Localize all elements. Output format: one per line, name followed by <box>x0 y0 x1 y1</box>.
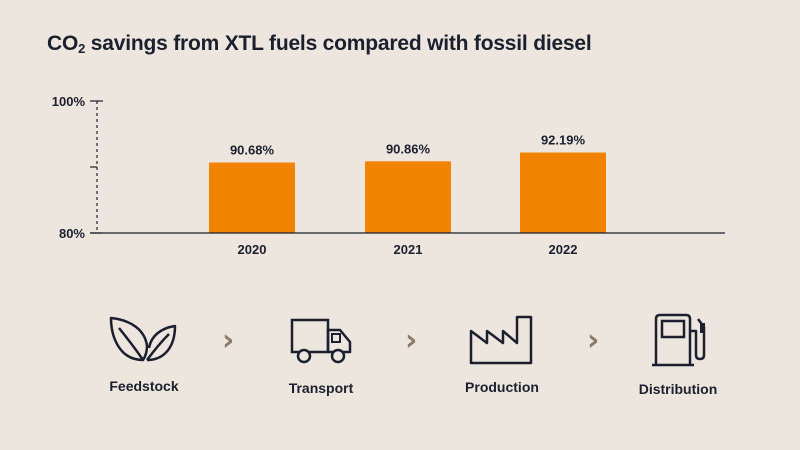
fuel-pump-icon <box>652 313 706 367</box>
y-tick-label: 100% <box>52 94 86 109</box>
chevron-right-icon: › <box>587 323 600 358</box>
x-tick-label: 2022 <box>549 242 578 257</box>
leaves-icon <box>109 316 177 362</box>
step-label-feedstock: Feedstock <box>109 378 179 394</box>
data-label: 92.19% <box>541 133 586 148</box>
step-label-distribution: Distribution <box>638 381 718 397</box>
y-tick-label: 80% <box>59 226 85 241</box>
bar <box>365 161 451 233</box>
step-label-transport: Transport <box>288 380 354 396</box>
process-step-distribution: Distribution <box>608 313 748 397</box>
chevron-right-icon: › <box>405 323 418 358</box>
step-label-production: Production <box>465 379 539 395</box>
bar <box>520 152 606 233</box>
factory-icon <box>469 315 533 365</box>
page-title: CO2 savings from XTL fuels compared with… <box>47 32 592 56</box>
chevron-right-icon: › <box>222 323 235 358</box>
bar <box>209 162 295 233</box>
x-tick-label: 2021 <box>394 242 423 257</box>
process-step-production: Production <box>432 313 572 395</box>
process-step-transport: Transport <box>251 316 391 396</box>
truck-icon <box>290 318 352 364</box>
title-subscript: 2 <box>78 41 86 56</box>
bar-chart: 80% 100% 90.68% 2020 90.86% 2021 92.19% 2022 <box>52 94 725 257</box>
title-prefix: CO <box>47 32 79 55</box>
data-label: 90.68% <box>230 143 275 158</box>
data-label: 90.86% <box>386 141 431 156</box>
process-step-feedstock: Feedstock <box>74 314 214 394</box>
x-tick-label: 2020 <box>238 242 267 257</box>
title-suffix: savings from XTL fuels compared with fos… <box>85 32 592 55</box>
